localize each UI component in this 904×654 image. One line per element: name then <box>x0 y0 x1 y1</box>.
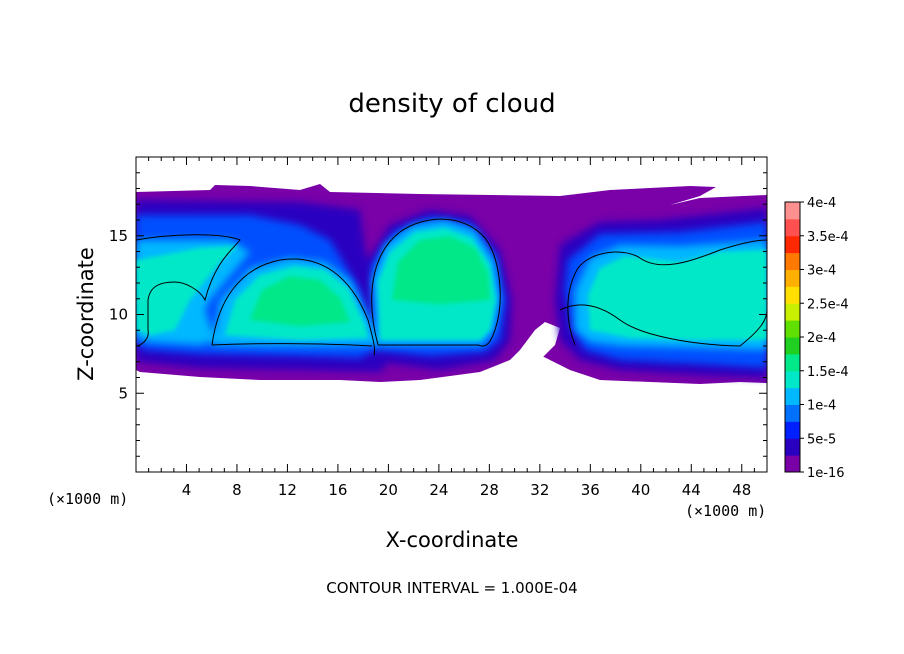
y-axis-label: Z-coordinate <box>74 247 98 381</box>
right-band-cyan <box>588 250 767 340</box>
colorbar-swatch <box>785 320 800 338</box>
colorbar-swatch <box>785 353 800 372</box>
colorbar-swatch <box>785 387 800 405</box>
colorbar-swatch <box>785 455 800 473</box>
x-tick-label: 32 <box>530 481 549 499</box>
y-axis: 5 10 15 <box>109 172 767 457</box>
colorbar-label: 1.5e-4 <box>807 365 849 380</box>
contour-center-dome <box>371 218 501 347</box>
colorbar-swatch <box>785 286 800 304</box>
colorbar-label: 1e-16 <box>807 466 845 481</box>
contour-left-dome <box>211 258 375 356</box>
left-dome-core <box>250 276 350 326</box>
x-tick-label: 8 <box>232 481 242 499</box>
x-tick-label: 16 <box>328 481 347 499</box>
colorbar-label: 1e-4 <box>807 399 836 414</box>
colorbar-swatch <box>785 337 800 355</box>
x-axis-label: X-coordinate <box>386 528 519 552</box>
x-tick-label: 4 <box>182 481 192 499</box>
colorbar-label: 2e-4 <box>807 331 836 346</box>
z-unit-label: (×1000 m) <box>47 490 128 508</box>
center-dome-core <box>392 236 490 304</box>
colorbar-swatch <box>785 370 800 389</box>
x-tick-label: 48 <box>732 481 751 499</box>
y-tick-label: 10 <box>109 306 128 324</box>
x-tick-label: 12 <box>278 481 297 499</box>
colorbar-swatch <box>785 303 800 321</box>
colorbar-swatch <box>785 269 800 287</box>
colorbar-swatch <box>785 252 800 270</box>
x-tick-label: 24 <box>429 481 448 499</box>
contour-right <box>559 239 767 347</box>
x-unit-label: (×1000 m) <box>685 502 766 520</box>
colorbar-swatch <box>785 235 800 254</box>
density-field <box>136 184 767 384</box>
y-tick-label: 5 <box>118 384 128 402</box>
y-tick-label: 15 <box>109 227 128 245</box>
envelope-gap-left <box>505 322 560 372</box>
x-tick-label: 40 <box>631 481 650 499</box>
colorbar-swatch <box>785 218 800 237</box>
colorbar-label: 4e-4 <box>807 196 836 211</box>
contour-interval-note: CONTOUR INTERVAL = 1.000E-04 <box>326 579 577 597</box>
colorbar-swatch <box>785 421 800 439</box>
colorbar: 1e-16 5e-5 1e-4 1.5e-4 2e-4 2.5e-4 3e-4 3.5e-4 4… <box>784 196 849 481</box>
x-tick-label: 44 <box>682 481 701 499</box>
x-axis: 4 8 12 16 20 24 28 32 36 40 44 48 <box>148 157 755 499</box>
colorbar-label: 5e-5 <box>807 432 836 447</box>
colorbar-label: 3e-4 <box>807 264 836 279</box>
colorbar-swatch <box>785 202 800 220</box>
x-tick-label: 28 <box>480 481 499 499</box>
left-band-cyan <box>136 246 238 335</box>
contour-lines <box>136 218 767 356</box>
colorbar-swatch <box>785 404 800 422</box>
colorbar-label: 3.5e-4 <box>807 230 849 245</box>
colorbar-label: 2.5e-4 <box>807 297 849 312</box>
contour-left <box>136 234 241 347</box>
chart-title: density of cloud <box>348 89 555 119</box>
colorbar-swatch <box>785 438 800 456</box>
x-tick-label: 20 <box>379 481 398 499</box>
x-tick-label: 36 <box>581 481 600 499</box>
